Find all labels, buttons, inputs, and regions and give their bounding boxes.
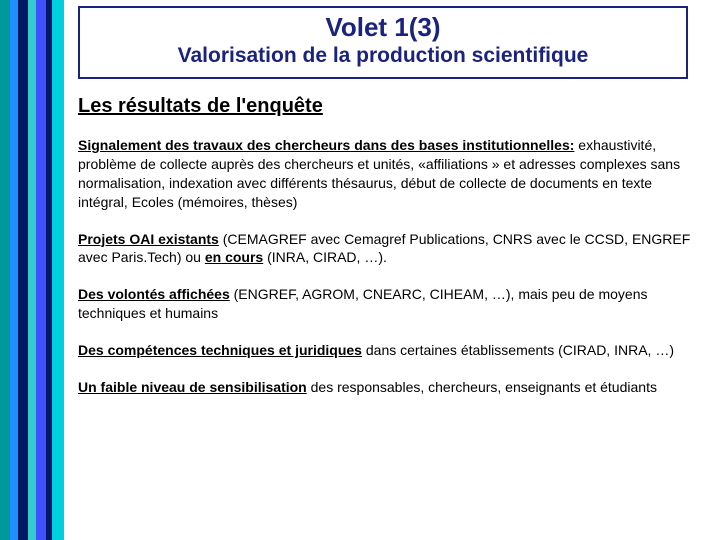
sidebar-stripe xyxy=(28,0,36,540)
section-heading: Les résultats de l'enquête xyxy=(78,95,698,118)
sidebar-stripe xyxy=(36,0,46,540)
content-area: Les résultats de l'enquête Signalement d… xyxy=(78,95,698,415)
p5-part2: des responsables, chercheurs, enseignant… xyxy=(307,379,657,395)
paragraph-4: Des compétences techniques et juridiques… xyxy=(78,341,698,360)
title-subtitle: Valorisation de la production scientifiq… xyxy=(90,43,676,69)
sidebar-stripe xyxy=(18,0,28,540)
p2-part1: Projets OAI existants xyxy=(78,231,219,247)
title-main: Volet 1(3) xyxy=(90,12,676,43)
title-box: Volet 1(3) Valorisation de la production… xyxy=(78,6,688,79)
sidebar-stripe xyxy=(10,0,18,540)
sidebar-stripe xyxy=(52,0,64,540)
p2-part3: en cours xyxy=(205,249,263,265)
paragraph-1: Signalement des travaux des chercheurs d… xyxy=(78,136,698,212)
p3-part1: Des volontés affichées xyxy=(78,286,230,302)
sidebar-stripe xyxy=(0,0,10,540)
p4-part1: Des compétences techniques et juridiques xyxy=(78,342,362,358)
paragraph-3: Des volontés affichées (ENGREF, AGROM, C… xyxy=(78,285,698,323)
decorative-sidebar xyxy=(0,0,64,540)
paragraph-5: Un faible niveau de sensibilisation des … xyxy=(78,378,698,397)
p1-lead: Signalement des travaux des chercheurs d… xyxy=(78,137,574,153)
p2-part4: (INRA, CIRAD, …). xyxy=(263,249,387,265)
p4-part2: dans certaines établissements (CIRAD, IN… xyxy=(362,342,674,358)
paragraph-2: Projets OAI existants (CEMAGREF avec Cem… xyxy=(78,230,698,268)
p5-part1: Un faible niveau de sensibilisation xyxy=(78,379,307,395)
